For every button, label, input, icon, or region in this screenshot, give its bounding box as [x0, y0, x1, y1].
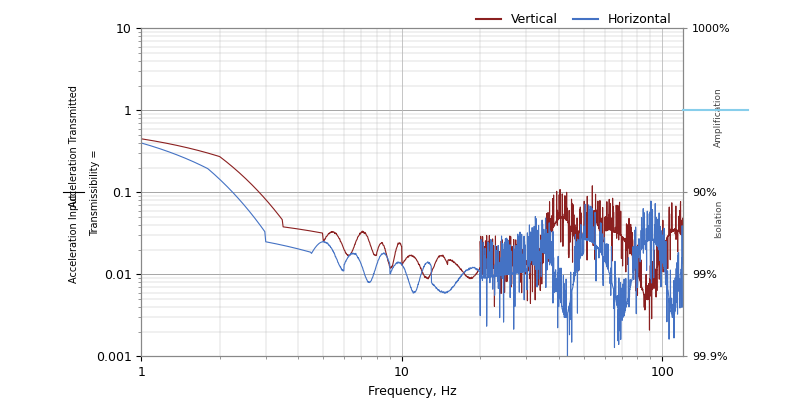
Horizontal [137, 141, 146, 145]
Line: Vertical: Vertical [141, 139, 683, 330]
Vertical [341, 250, 350, 255]
Vertical [220, 158, 229, 163]
Horizontal [394, 260, 403, 265]
Horizontal [678, 257, 688, 262]
Text: Amplification: Amplification [714, 87, 723, 147]
Text: Acceleration Input: Acceleration Input [68, 194, 79, 283]
Horizontal [484, 273, 494, 278]
Vertical [394, 241, 403, 246]
Vertical [484, 243, 494, 248]
Line: Horizontal: Horizontal [141, 143, 683, 356]
Vertical [592, 220, 601, 224]
Vertical [137, 136, 146, 141]
Horizontal [390, 263, 400, 268]
X-axis label: Frequency, Hz: Frequency, Hz [368, 385, 456, 398]
Horizontal [220, 181, 229, 186]
Horizontal [563, 354, 572, 359]
Vertical [678, 236, 688, 241]
Text: Isolation: Isolation [714, 199, 723, 238]
Horizontal [592, 244, 601, 249]
Legend: Vertical, Horizontal: Vertical, Horizontal [471, 9, 677, 31]
Vertical [390, 253, 400, 258]
Vertical [644, 328, 654, 333]
Text: Transmissibility =: Transmissibility = [90, 149, 100, 236]
Text: Acceleration Transmitted: Acceleration Transmitted [68, 85, 79, 207]
Horizontal [341, 260, 350, 264]
